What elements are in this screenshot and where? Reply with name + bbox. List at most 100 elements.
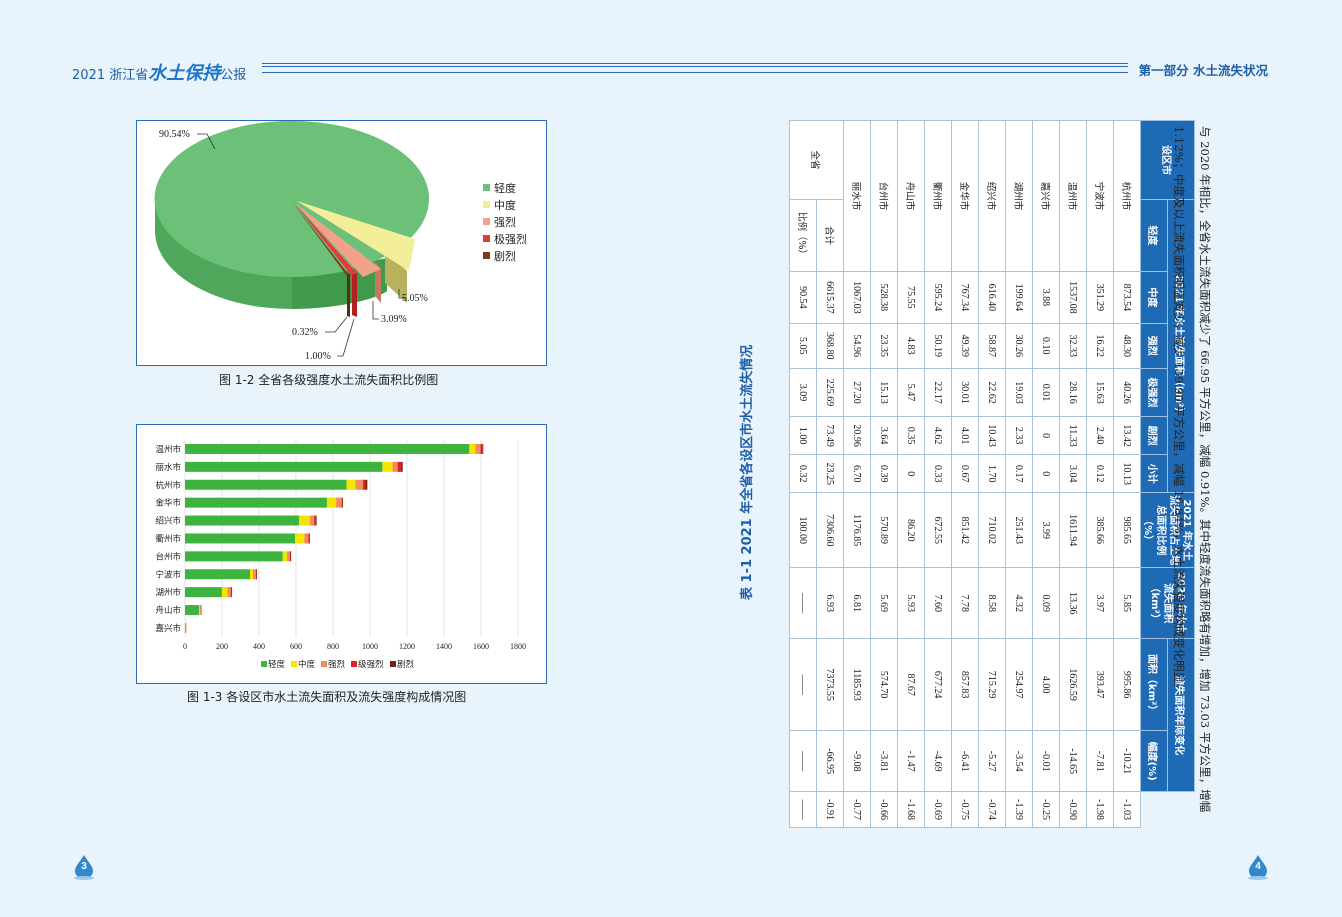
table-cell: 6.81 [843, 567, 871, 639]
table-cell: 1.70 [978, 454, 1006, 493]
bar-segment [382, 461, 393, 472]
pie-side-extreme [352, 271, 357, 317]
page-marker-right: 4 [1247, 854, 1269, 880]
bar-segment [295, 533, 305, 544]
city-name-cell: 丽水市 [843, 120, 871, 272]
header-level-subtotal: 小计 [1140, 454, 1168, 493]
leader-line-extreme [337, 318, 355, 357]
bar-segment [282, 551, 288, 562]
water-drop-icon [74, 855, 94, 880]
pie-side-severe [347, 273, 350, 317]
legend-label-moderate: 中度 [494, 198, 516, 212]
legend-label-extreme: 极强烈 [494, 232, 527, 246]
category-label: 衢州市 [155, 533, 181, 544]
table-cell: -0.01 [1032, 730, 1060, 792]
table-cell: -5.27 [978, 730, 1006, 792]
table-cell: 22.62 [978, 368, 1006, 417]
header-change-area: 面积（km²） [1140, 638, 1168, 731]
table-cell: -3.81 [870, 730, 898, 792]
bar-segment [308, 533, 310, 544]
category-label: 杭州市 [155, 480, 181, 491]
bar-chart-figure: 0 200 400 600 800 1000 1200 1400 1600 1800 温州市 丽水市杭… [136, 424, 547, 684]
table-cell: 0 [897, 454, 925, 493]
bar-segment [185, 587, 222, 598]
pie-slice-extreme [294, 203, 357, 275]
bar-chart: 0 200 400 600 800 1000 1200 1400 1600 1800 温州市丽水市杭… [155, 440, 526, 670]
pie-legend: 轻度 中度 强烈 极强烈 剧烈 [483, 181, 527, 263]
table-cell: 0.67 [951, 454, 979, 493]
section-title: 第一部分 水土流失状况 [1138, 63, 1268, 78]
x-tick-label: 400 [253, 642, 265, 651]
table-cell: 86.20 [897, 492, 925, 568]
legend-label: 轻度 [268, 659, 286, 670]
bar-segment [185, 533, 296, 544]
table-cell: 677.24 [924, 638, 952, 731]
table-cell: 3.99 [1032, 492, 1060, 568]
table-cell: 15.13 [870, 368, 898, 417]
bar-segment [199, 605, 201, 616]
bar-segment [249, 569, 253, 580]
pie-slice-severe [293, 203, 349, 276]
pie-chart-figure: 90.54% 5.05% 3.09% 1.00% 0.32% 轻度 中度 强烈 … [136, 120, 547, 366]
label-extreme: 1.00% [305, 351, 331, 362]
bar-segment [342, 497, 343, 508]
leader-line-light [197, 133, 216, 150]
label-severe: 0.32% [292, 327, 318, 338]
table-cell: 5.93 [897, 567, 925, 639]
table-cell: 851.42 [951, 492, 979, 568]
table-cell: 7.60 [924, 567, 952, 639]
table-cell: 5.05 [789, 323, 817, 369]
table-cell: 0.33 [924, 454, 952, 493]
category-label: 绍兴市 [155, 516, 181, 527]
x-tick-label: 0 [183, 642, 187, 651]
header-rule [262, 63, 1128, 73]
bar-segment [365, 479, 368, 490]
bar-segment [231, 587, 233, 598]
bar-segment [252, 569, 256, 580]
legend-label-light: 轻度 [494, 181, 516, 195]
table-cell: 1185.93 [843, 638, 871, 731]
table-cell: 13.36 [1059, 567, 1087, 639]
legend-label-severe: 剧烈 [494, 249, 516, 263]
table-cell: 90.54 [789, 271, 817, 324]
table-row: 杭州市 873.54 48.30 40.26 13.42 10.13 985.65 5.85 9… [1113, 120, 1141, 828]
table-cell: 6615.37 [816, 271, 844, 324]
header-level-severe: 剧烈 [1140, 416, 1168, 455]
table-cell: -9.08 [843, 730, 871, 792]
table-cell: 368.80 [816, 323, 844, 369]
table-cell: 0.09 [1032, 567, 1060, 639]
bar-segment [401, 461, 403, 472]
table-cell: 32.33 [1059, 323, 1087, 369]
table-cell: 4.62 [924, 416, 952, 455]
figure-1-2-caption: 图 1-2 全省各级强度水土流失面积比例图 [219, 373, 439, 387]
total-label-cell: 全省 [789, 120, 844, 200]
table-cell: 2.40 [1086, 416, 1114, 455]
table-cell: 20.96 [843, 416, 871, 455]
table-cell: 1537.08 [1059, 271, 1087, 324]
table-cell: -10.21 [1113, 730, 1141, 792]
table-cell: 58.87 [978, 323, 1006, 369]
category-label: 舟山市 [155, 605, 181, 616]
table-cell: 50.19 [924, 323, 952, 369]
bar-segment [480, 443, 483, 454]
bar-segment [355, 479, 363, 490]
table-cell: 54.96 [843, 323, 871, 369]
table-cell: -4.69 [924, 730, 952, 792]
table-cell: 710.02 [978, 492, 1006, 568]
legend-label-intense: 强烈 [494, 215, 516, 229]
legend-label: 中度 [298, 659, 316, 670]
legend-swatch-intense [483, 218, 490, 225]
bar-segment [304, 533, 309, 544]
table-cell: —— [789, 567, 817, 639]
table-cell: -1.98 [1086, 791, 1114, 828]
bar-segment [221, 587, 228, 598]
x-tick-label: 1600 [473, 642, 489, 651]
table-cell: 27.20 [843, 368, 871, 417]
city-name-cell: 湖州市 [1005, 120, 1033, 272]
table-cell: 616.40 [978, 271, 1006, 324]
table-cell: 1.00 [789, 416, 817, 455]
table-cell: 1626.59 [1059, 638, 1087, 731]
city-name-cell: 台州市 [870, 120, 898, 272]
bar-segment [314, 515, 317, 526]
bar-segment [185, 551, 283, 562]
